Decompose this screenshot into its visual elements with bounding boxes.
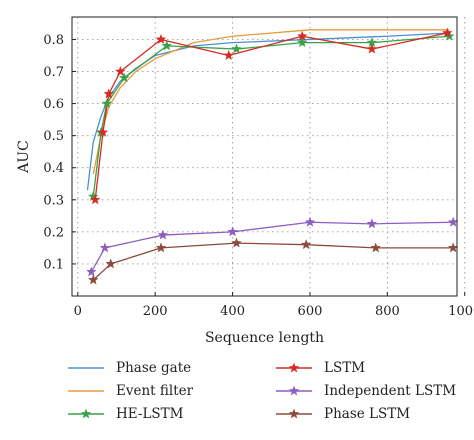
legend-swatch-star	[80, 408, 92, 419]
legend-swatch	[68, 408, 104, 419]
y-tick-label: 0.2	[43, 225, 64, 240]
series-4-marker	[304, 216, 316, 227]
series-4-marker	[366, 218, 378, 229]
legend-swatch	[276, 408, 312, 419]
series-3-marker	[115, 65, 126, 77]
series-3-marker	[89, 194, 101, 205]
series-2-marker	[101, 98, 113, 109]
legend-swatch-star	[288, 408, 300, 419]
series-4-marker	[447, 216, 459, 227]
series-4-marker	[227, 226, 238, 237]
series-2-marker	[161, 40, 173, 51]
y-tick-label: 0.6	[43, 97, 64, 112]
series-5-marker	[300, 239, 312, 250]
series-line-0	[86, 32, 450, 191]
series-2-marker	[118, 72, 130, 83]
x-tick-label: 600	[298, 304, 323, 319]
x-tick-label: 800	[375, 304, 400, 319]
legend-swatch	[68, 367, 104, 369]
legend-swatch	[276, 385, 312, 396]
series-2-marker	[231, 43, 242, 54]
series-3-marker	[223, 49, 235, 60]
series-5-marker	[105, 258, 116, 269]
series-line-4	[90, 221, 454, 273]
series-3-marker	[442, 27, 453, 38]
legend: Phase gate Event filter HE-LSTM LSTM Indepen…	[66, 357, 466, 437]
y-tick-label: 0.7	[43, 65, 64, 80]
series-line-5	[92, 242, 454, 281]
legend-item: Independent LSTM	[274, 380, 456, 402]
legend-item: Phase LSTM	[274, 403, 410, 425]
series-4-marker	[86, 266, 97, 277]
legend-item: LSTM	[274, 357, 365, 379]
series-markers	[86, 27, 459, 285]
legend-swatch-star	[288, 362, 300, 373]
series-2-marker	[296, 37, 308, 48]
series-3-marker	[296, 30, 308, 41]
grid	[72, 17, 466, 296]
legend-item: Phase gate	[66, 357, 191, 379]
legend-label: Independent LSTM	[324, 383, 457, 399]
plot-frame	[71, 16, 458, 297]
y-tick-label: 0.3	[43, 193, 64, 208]
legend-swatch-star	[288, 385, 300, 396]
series-3-marker	[366, 43, 378, 54]
series-4-marker	[157, 229, 169, 240]
legend-label: LSTM	[324, 360, 366, 376]
x-tick-label: 200	[143, 304, 168, 319]
y-tick-label: 0.1	[43, 257, 64, 272]
series-5-marker	[447, 242, 459, 253]
series-4-marker	[99, 242, 111, 253]
legend-swatch	[68, 390, 104, 392]
series-3-marker	[155, 33, 167, 44]
series-line-1	[92, 29, 450, 175]
x-axis-label: Sequence length	[205, 330, 324, 346]
legend-label: HE-LSTM	[116, 406, 184, 422]
legend-label: Event filter	[116, 383, 194, 399]
x-tick-label: 0	[74, 304, 82, 319]
series-5-marker	[87, 274, 99, 285]
series-line-2	[92, 35, 450, 197]
legend-swatch	[276, 362, 312, 373]
series-lines	[86, 29, 454, 281]
y-tick-label: 0.8	[43, 33, 64, 48]
y-axis-label: AUC	[16, 140, 32, 174]
legend-label: Phase LSTM	[324, 406, 411, 422]
series-5-marker	[231, 237, 242, 248]
x-tick-label: 400	[220, 304, 245, 319]
y-tick-label: 0.4	[43, 161, 64, 176]
y-tick-label: 0.5	[43, 129, 64, 144]
series-3-marker	[97, 126, 109, 137]
series-5-marker	[155, 242, 167, 253]
series-5-marker	[370, 242, 382, 253]
series-3-marker	[103, 88, 115, 99]
legend-item: Event filter	[66, 380, 193, 402]
legend-item: HE-LSTM	[66, 403, 183, 425]
legend-label: Phase gate	[116, 360, 192, 376]
series-line-3	[94, 32, 448, 200]
